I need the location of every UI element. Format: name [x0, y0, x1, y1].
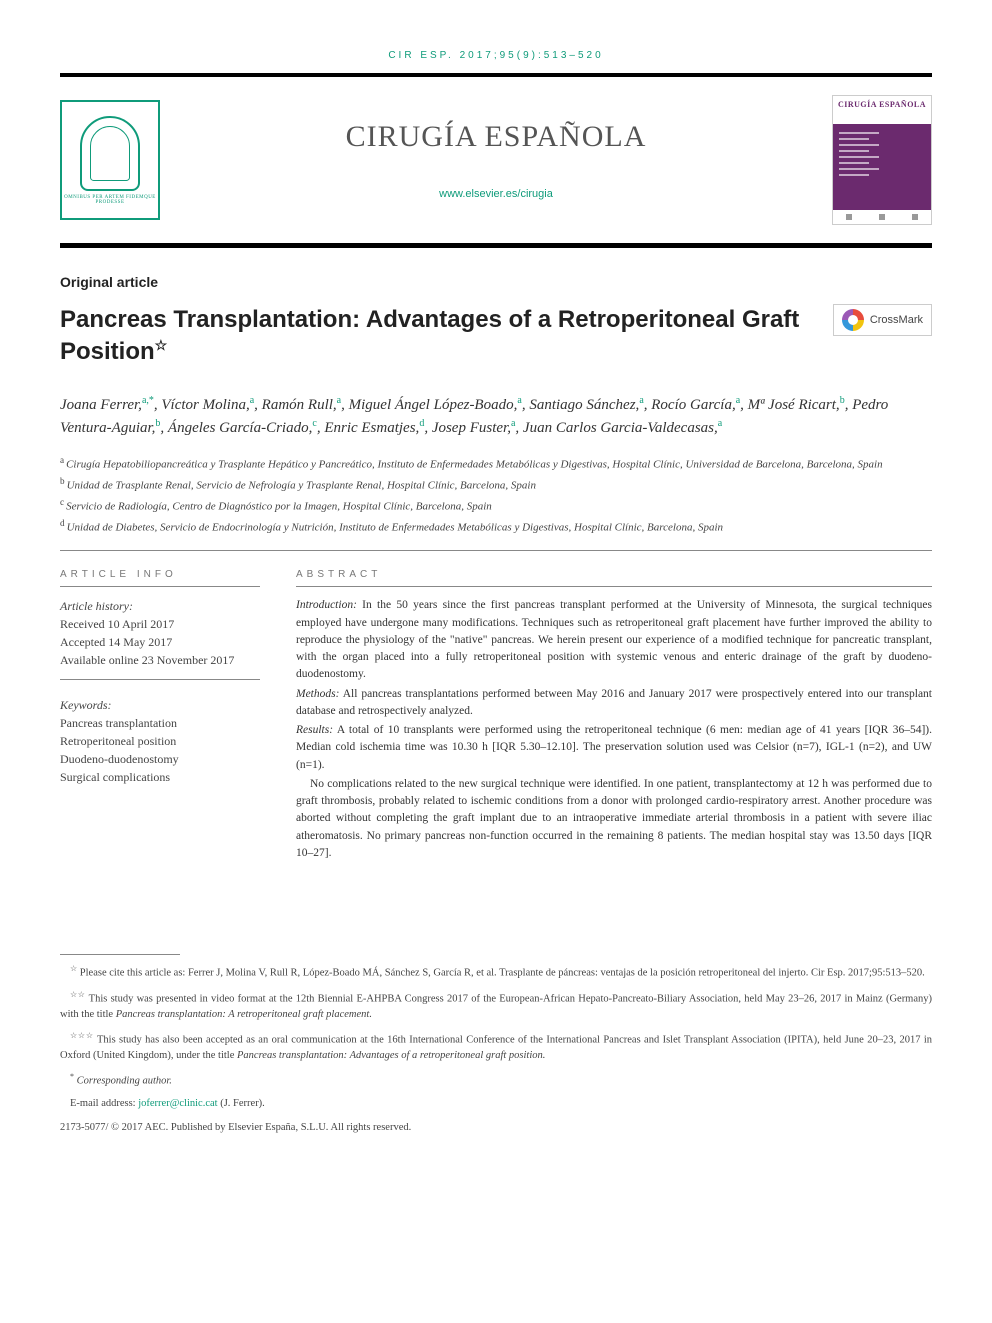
author: Ángeles García-Criado,c [168, 420, 317, 436]
abstract-methods: Methods: All pancreas transplantations p… [296, 686, 932, 721]
affiliation-list: aCirugía Hepatobiliopancreática y Traspl… [60, 454, 932, 552]
journal-url-link[interactable]: www.elsevier.es/cirugia [184, 188, 808, 200]
fn3-text-b: Pancreas transplantation: Advantages of … [237, 1050, 545, 1061]
affiliation: bUnidad de Trasplante Renal, Servicio de… [60, 475, 932, 494]
abstract-results: Results: A total of 10 transplants were … [296, 722, 932, 774]
results-label: Results: [296, 724, 333, 736]
corr-symbol: * [70, 1072, 74, 1081]
abstract-intro: Introduction: In the 50 years since the … [296, 597, 932, 683]
crest-icon [80, 116, 140, 191]
crossmark-icon [842, 309, 864, 331]
article-info-heading: ARTICLE INFO [60, 569, 260, 587]
article-title: Pancreas Transplantation: Advantages of … [60, 304, 813, 369]
affiliation: cServicio de Radiología, Centro de Diagn… [60, 496, 932, 515]
logo-motto: OMNIBUS PER ARTEM FIDEMQUE PRODESSE [62, 195, 158, 205]
author: Víctor Molina,a [161, 397, 254, 413]
email-who: (J. Ferrer). [218, 1098, 265, 1109]
keyword: Retroperitoneal position [60, 732, 260, 750]
intro-text: In the 50 years since the first pancreas… [296, 599, 932, 680]
fn1-symbol: ☆ [70, 964, 77, 973]
email-label: E-mail address: [70, 1098, 138, 1109]
keywords-block: Keywords: Pancreas transplantationRetrop… [60, 696, 260, 796]
accepted-date: Accepted 14 May 2017 [60, 633, 260, 651]
keyword: Pancreas transplantation [60, 714, 260, 732]
abstract-heading: ABSTRACT [296, 569, 932, 587]
abstract-results-contd: No complications related to the new surg… [296, 776, 932, 862]
author: Santiago Sánchez,a [529, 397, 643, 413]
divider-bar [60, 243, 932, 248]
fn3-symbol: ☆☆☆ [70, 1031, 94, 1040]
keywords-label: Keywords: [60, 696, 260, 714]
methods-label: Methods: [296, 688, 339, 700]
fn2-symbol: ☆☆ [70, 990, 86, 999]
author: Ramón Rull,a [262, 397, 341, 413]
fn2-text-b: Pancreas transplantation: A retroperiton… [116, 1009, 372, 1020]
article-title-text: Pancreas Transplantation: Advantages of … [60, 306, 799, 365]
crossmark-label: CrossMark [870, 314, 923, 326]
online-date: Available online 23 November 2017 [60, 651, 260, 669]
journal-name: CIRUGÍA ESPAÑOLA [184, 120, 808, 154]
history-label: Article history: [60, 597, 260, 615]
affiliation: aCirugía Hepatobiliopancreática y Traspl… [60, 454, 932, 473]
author-list: Joana Ferrer,a,*, Víctor Molina,a, Ramón… [60, 393, 932, 440]
author: Juan Carlos Garcia-Valdecasas,a [523, 420, 722, 436]
affiliation: dUnidad de Diabetes, Servicio de Endocri… [60, 517, 932, 536]
results-text: A total of 10 transplants were performed… [296, 724, 932, 771]
intro-label: Introduction: [296, 599, 357, 611]
footnote-2: ☆☆ This study was presented in video for… [60, 989, 932, 1022]
author: Josep Fuster,a [432, 420, 516, 436]
copyright-line: 2173-5077/ © 2017 AEC. Published by Else… [60, 1122, 932, 1133]
fn1-text: Please cite this article as: Ferrer J, M… [80, 968, 925, 979]
footnote-3: ☆☆☆ This study has also been accepted as… [60, 1030, 932, 1063]
author: Joana Ferrer,a,* [60, 397, 154, 413]
cover-title: CIRUGÍA ESPAÑOLA [833, 96, 931, 124]
corresponding-email-link[interactable]: joferrer@clinic.cat [138, 1098, 217, 1109]
author: Mª José Ricart,b [748, 397, 845, 413]
journal-header: OMNIBUS PER ARTEM FIDEMQUE PRODESSE CIRU… [60, 73, 932, 243]
author: Enric Esmatjes,d [324, 420, 424, 436]
journal-logo: OMNIBUS PER ARTEM FIDEMQUE PRODESSE [60, 100, 160, 220]
author: Miguel Ángel López-Boado,a [349, 397, 522, 413]
footnote-1: ☆ Please cite this article as: Ferrer J,… [60, 963, 932, 981]
footnotes: ☆ Please cite this article as: Ferrer J,… [60, 963, 932, 1112]
journal-cover-thumbnail: CIRUGÍA ESPAÑOLA [832, 95, 932, 225]
title-footnote-symbol: ☆ [155, 337, 168, 353]
top-citation: CIR ESP. 2017;95(9):513–520 [60, 50, 932, 61]
article-section-label: Original article [60, 274, 932, 290]
methods-text: All pancreas transplantations performed … [296, 688, 932, 717]
author: Rocío García,a [651, 397, 740, 413]
keyword: Duodeno-duodenostomy [60, 750, 260, 768]
footnote-email: E-mail address: joferrer@clinic.cat (J. … [60, 1096, 932, 1111]
article-history-block: Article history: Received 10 April 2017 … [60, 597, 260, 680]
crossmark-button[interactable]: CrossMark [833, 304, 932, 336]
keyword: Surgical complications [60, 768, 260, 786]
footnote-corresponding: * Corresponding author. [60, 1071, 932, 1089]
footnote-rule [60, 954, 180, 955]
corr-label: Corresponding author. [77, 1075, 172, 1086]
received-date: Received 10 April 2017 [60, 615, 260, 633]
